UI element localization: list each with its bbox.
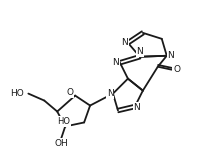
- Text: OH: OH: [54, 139, 68, 148]
- Text: O: O: [67, 88, 74, 97]
- Text: O: O: [173, 65, 180, 74]
- Text: N: N: [122, 38, 128, 47]
- Text: HO: HO: [57, 117, 70, 126]
- Text: N: N: [137, 47, 143, 56]
- Text: N: N: [133, 103, 140, 112]
- Text: N: N: [107, 89, 113, 98]
- Text: N: N: [113, 58, 119, 67]
- Text: N: N: [167, 51, 174, 60]
- Text: HO: HO: [10, 89, 23, 98]
